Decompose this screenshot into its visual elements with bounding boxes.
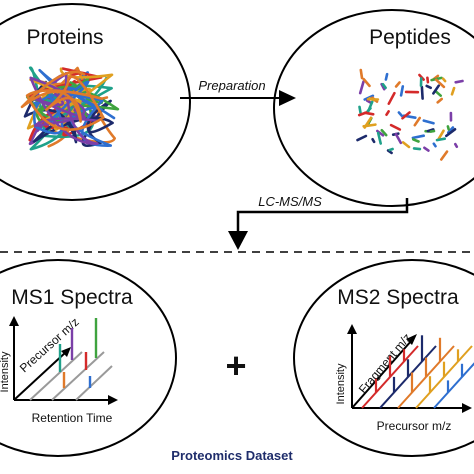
peptide-fragment <box>359 68 364 80</box>
protein-tangle <box>20 66 120 151</box>
ms1-label: MS1 Spectra <box>11 286 133 309</box>
peptide-fragment <box>432 142 437 148</box>
peptide-fragment <box>365 99 373 104</box>
peptide-fragment <box>388 147 394 152</box>
preparation-edge: Preparation <box>180 78 296 106</box>
peptide-fragment <box>436 97 444 104</box>
peptide-fragment <box>401 111 411 120</box>
peptide-fragment <box>397 111 404 117</box>
ms1-trace-line <box>29 351 83 401</box>
lcmsms-connector <box>236 198 409 232</box>
ms1-traces <box>29 318 113 401</box>
peptide-fragment <box>371 138 376 144</box>
plus-sign: + <box>225 345 246 386</box>
ms2-y-axis-arrow <box>347 324 357 334</box>
dataset-label: Proteomics Dataset <box>171 448 293 463</box>
peptide-fragment <box>434 89 443 97</box>
peptide-fragment <box>446 126 455 134</box>
peptide-fragment <box>389 123 402 131</box>
peptide-fragment <box>412 147 422 151</box>
peptide-fragment <box>446 125 451 131</box>
peptide-fragment <box>435 137 447 142</box>
ms2-node: MS2 Spectra Intensity Fragment m/z Precu… <box>293 259 474 457</box>
peptide-fragment <box>366 107 372 113</box>
peptide-fragment <box>385 110 390 116</box>
peptide-fragment <box>363 111 375 116</box>
peptide-fragment <box>432 84 441 95</box>
ms1-z-axis <box>13 351 67 401</box>
peptide-fragment <box>453 142 459 149</box>
ms1-trace-line <box>75 365 113 401</box>
peptides-node: Peptides <box>273 9 474 207</box>
peptide-fragments <box>356 68 464 161</box>
ms1-x-axis-label: Retention Time <box>32 411 113 425</box>
peptide-fragment <box>413 116 422 127</box>
peptide-fragment <box>437 129 445 141</box>
ms1-y-axis-arrow <box>9 316 19 326</box>
peptide-fragment <box>358 105 362 114</box>
peptide-fragment <box>423 146 430 152</box>
proteins-label: Proteins <box>26 26 103 49</box>
peptide-fragment <box>399 85 405 97</box>
peptide-fragment <box>401 141 411 149</box>
peptide-fragment <box>384 72 389 81</box>
peptide-fragment <box>356 134 368 142</box>
ms2-z-axis-arrow <box>406 334 417 345</box>
peptide-fragment <box>394 132 403 145</box>
ms1-x-axis-arrow <box>108 395 118 405</box>
peptide-fragment <box>434 78 446 89</box>
peptide-fragment <box>380 128 388 137</box>
ms2-y-axis-label: Intensity <box>335 363 347 404</box>
ms2-x-axis-label: Precursor m/z <box>377 419 452 433</box>
ms2-traces <box>361 335 474 409</box>
peptide-fragment <box>420 85 424 100</box>
peptide-fragment <box>362 123 377 128</box>
peptide-fragment <box>387 91 396 105</box>
ms1-node: MS1 Spectra Intensity Precursor m/z Rete… <box>0 259 177 457</box>
ms2-x-axis-arrow <box>462 403 472 413</box>
peptide-fragment <box>454 79 464 84</box>
ms1-y-axis-label: Intensity <box>0 351 11 392</box>
ms2-label: MS2 Spectra <box>337 286 459 309</box>
lcmsms-label: LC-MS/MS <box>258 194 322 209</box>
peptide-fragment <box>422 119 435 125</box>
peptide-fragment <box>411 138 420 143</box>
preparation-arrow-head <box>279 90 296 106</box>
peptide-fragment <box>439 150 449 161</box>
peptide-fragment <box>426 128 435 133</box>
ms2-ellipse <box>293 259 474 457</box>
peptide-fragment <box>386 149 393 155</box>
peptide-fragment <box>450 86 456 96</box>
peptides-ellipse <box>273 9 474 207</box>
peptide-fragment <box>411 134 426 140</box>
ms1-z-axis-arrow <box>61 347 71 357</box>
peptide-fragment <box>394 81 401 88</box>
peptide-fragment <box>441 77 447 83</box>
peptide-fragment <box>426 76 430 84</box>
proteins-node: Proteins <box>0 3 191 201</box>
peptide-fragment <box>444 128 457 138</box>
ms1-trace-line <box>51 351 105 401</box>
protein-strand <box>29 71 99 146</box>
lcmsms-edge: LC-MS/MS <box>228 194 409 250</box>
peptides-label: Peptides <box>369 26 451 49</box>
peptide-fragment <box>362 77 371 88</box>
peptide-fragment <box>381 82 387 90</box>
ms1-ellipse <box>0 259 177 457</box>
preparation-label: Preparation <box>198 78 265 93</box>
peptide-fragment <box>376 131 383 145</box>
protein-strand <box>20 70 105 131</box>
peptide-fragment <box>358 80 365 95</box>
peptide-fragment <box>425 84 433 90</box>
lcmsms-arrow-head <box>228 231 248 250</box>
ms2-z-axis <box>351 339 413 409</box>
